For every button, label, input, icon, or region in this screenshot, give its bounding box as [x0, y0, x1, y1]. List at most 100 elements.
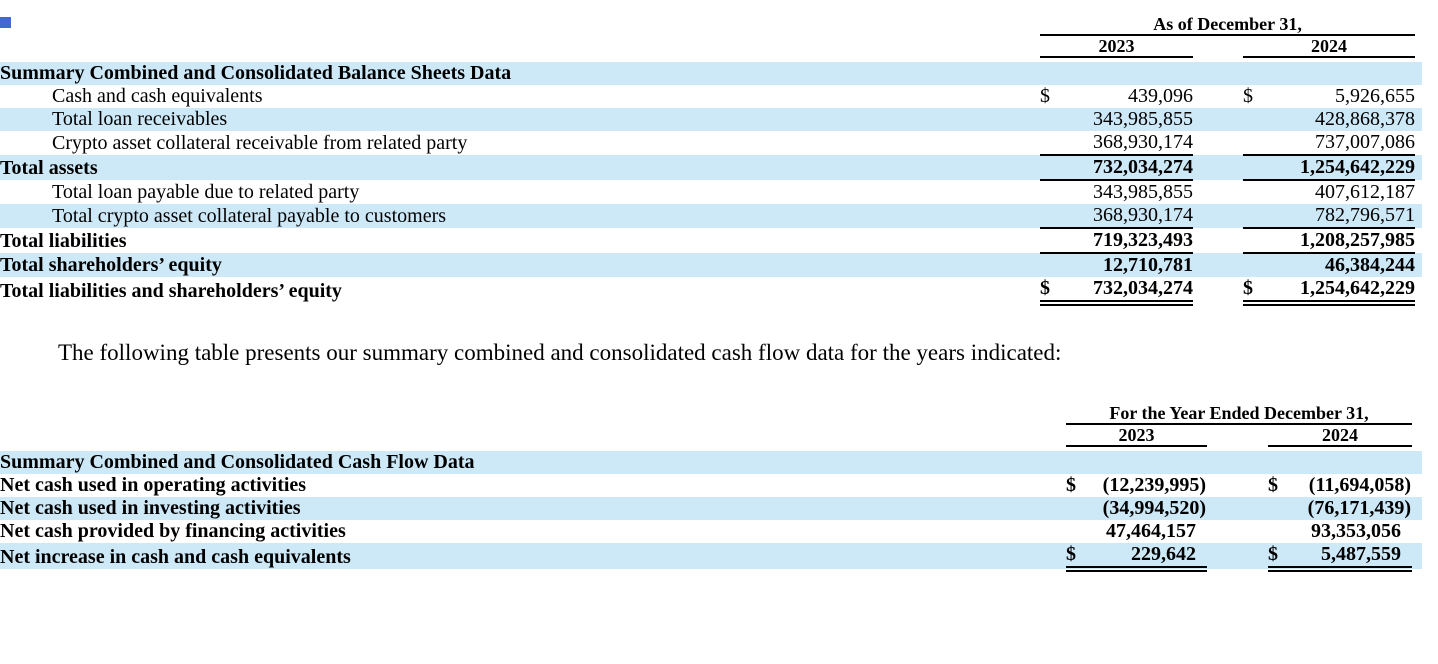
value-2023: 343,985,855 — [1093, 181, 1193, 203]
cash-flow-table: For the Year Ended December 31, 2023 202… — [0, 403, 1422, 572]
period-header-row: For the Year Ended December 31, — [0, 403, 1422, 425]
value-2024: 5,926,655 — [1335, 85, 1416, 107]
gap-cell — [1207, 474, 1268, 497]
empty-cell — [1273, 62, 1415, 85]
edge-cell — [1415, 155, 1422, 180]
row-label: Crypto asset collateral receivable from … — [52, 132, 468, 154]
value-2023: (12,239,995) — [1102, 474, 1206, 496]
table-row-section-header: Summary Combined and Consolidated Balanc… — [0, 62, 1423, 85]
table-row-shareholders-equity: Total shareholders’ equity 12,710,781 46… — [0, 253, 1423, 277]
empty-cell — [1100, 451, 1207, 474]
empty-cell — [1268, 451, 1302, 474]
period-header: As of December 31, — [1040, 14, 1416, 36]
row-label: Total crypto asset collateral payable to… — [52, 205, 447, 227]
currency-cell — [1243, 131, 1273, 156]
currency-cell — [1066, 520, 1100, 543]
edge-cell — [1415, 228, 1422, 253]
empty-cell — [1243, 62, 1273, 85]
empty-cell — [1302, 451, 1412, 474]
value-2023: 732,034,274 — [1070, 155, 1193, 181]
gap-cell — [1193, 180, 1243, 204]
table-row: Total crypto asset collateral payable to… — [0, 204, 1423, 229]
table-row: Crypto asset collateral receivable from … — [0, 131, 1422, 156]
value-2024: 46,384,244 — [1325, 254, 1416, 276]
gap-cell — [1193, 85, 1243, 108]
currency-cell — [1066, 497, 1100, 520]
value-2023: (34,994,520) — [1102, 497, 1206, 519]
currency-symbol: $ — [1066, 474, 1076, 496]
value-2024: 428,868,378 — [1315, 108, 1416, 130]
currency-cell — [1040, 204, 1070, 229]
intro-paragraph: The following table presents our summary… — [58, 340, 1062, 365]
value-2024: (11,694,058) — [1308, 474, 1411, 496]
value-2024: 782,796,571 — [1273, 204, 1416, 229]
currency-cell — [1243, 253, 1273, 277]
row-label: Total loan payable due to related party — [52, 181, 360, 203]
value-2024: 407,612,187 — [1315, 181, 1416, 203]
value-2024: 5,487,559 — [1302, 543, 1412, 572]
currency-cell — [1040, 131, 1070, 156]
gap-cell — [1207, 451, 1268, 474]
value-2023: 47,464,157 — [1106, 520, 1196, 542]
edge-cell — [1415, 85, 1422, 108]
row-label: Cash and cash equivalents — [52, 85, 263, 107]
table-row-section-header: Summary Combined and Consolidated Cash F… — [0, 451, 1422, 474]
row-label: Total liabilities and shareholders’ equi… — [0, 280, 342, 302]
row-label: Net increase in cash and cash equivalent… — [0, 546, 351, 568]
gap-cell — [1193, 131, 1243, 155]
value-2024: 1,208,257,985 — [1273, 228, 1416, 254]
edge-cell — [1412, 474, 1422, 497]
period-header: For the Year Ended December 31, — [1066, 403, 1412, 425]
currency-cell — [1243, 204, 1273, 229]
gap-cell — [1193, 277, 1243, 303]
gap-cell — [1193, 253, 1243, 277]
currency-cell — [1243, 155, 1273, 181]
currency-symbol: $ — [1268, 543, 1302, 572]
table-row-operating: Net cash used in operating activities $ … — [0, 474, 1422, 497]
value-2023: 12,710,781 — [1103, 254, 1193, 276]
row-label: Summary Combined and Consolidated Cash F… — [0, 451, 475, 473]
table-row-investing: Net cash used in investing activities (3… — [0, 497, 1422, 520]
edge-cell — [1412, 403, 1422, 424]
year-header-2024: 2024 — [1268, 424, 1412, 447]
empty-cell — [1040, 62, 1070, 85]
table-row: Total loan payable due to related party … — [0, 180, 1422, 204]
currency-cell — [1040, 228, 1070, 254]
gap-cell — [1193, 35, 1243, 57]
row-label: Total shareholders’ equity — [0, 254, 222, 276]
row-label: Net cash used in investing activities — [0, 497, 301, 519]
table-row-total-assets: Total assets 732,034,274 1,254,642,229 — [0, 155, 1423, 181]
value-2023: 368,930,174 — [1070, 131, 1193, 156]
edge-cell — [1415, 204, 1422, 228]
currency-symbol: $ — [1268, 474, 1278, 496]
gap-cell — [1193, 62, 1243, 85]
year-header-row: 2023 2024 — [0, 35, 1422, 58]
currency-cell — [1243, 228, 1273, 254]
table-row-financing: Net cash provided by financing activitie… — [0, 520, 1422, 543]
table-row-total-liabilities-and-equity: Total liabilities and shareholders’ equi… — [0, 277, 1422, 306]
year-header-2024: 2024 — [1243, 35, 1416, 58]
value-2023: 368,930,174 — [1070, 204, 1193, 229]
table-row: Total loan receivables 343,985,855 428,8… — [0, 108, 1423, 131]
edge-cell — [1412, 543, 1422, 569]
edge-cell — [1412, 451, 1422, 474]
table-row: Cash and cash equivalents $ 439,096 $ 5,… — [0, 85, 1422, 108]
table-row-net-increase: Net increase in cash and cash equivalent… — [0, 543, 1422, 572]
year-header-row: 2023 2024 — [0, 424, 1422, 447]
currency-cell — [1268, 520, 1302, 543]
edge-cell — [1415, 180, 1422, 204]
corner-marker-icon — [0, 17, 11, 28]
empty-cell — [1066, 451, 1100, 474]
gap-cell — [1207, 497, 1268, 520]
edge-cell — [1415, 62, 1422, 85]
gap-cell — [1193, 228, 1243, 253]
empty-cell — [0, 35, 1040, 57]
value-2024: 1,254,642,229 — [1273, 155, 1416, 181]
edge-cell — [1415, 131, 1422, 155]
value-2023: 732,034,274 — [1070, 277, 1193, 306]
edge-cell — [1415, 277, 1422, 303]
edge-cell — [1412, 497, 1422, 520]
value-2024: 737,007,086 — [1273, 131, 1416, 156]
currency-cell — [1243, 180, 1273, 204]
gap-cell — [1207, 543, 1268, 569]
